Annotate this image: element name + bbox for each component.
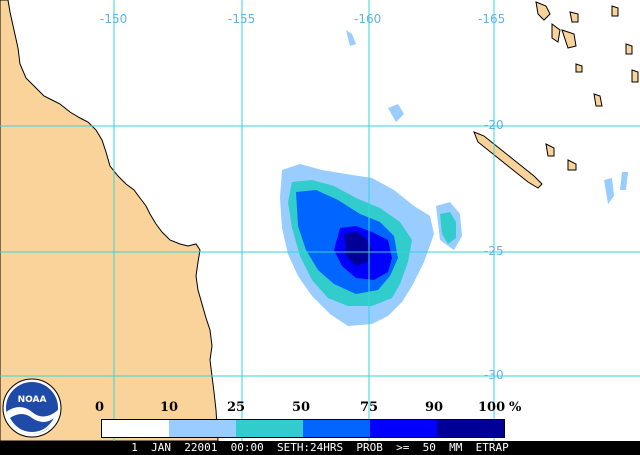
colorbar-tick-90: 90 — [425, 400, 444, 415]
colorbar-bin-10-25 — [169, 419, 236, 438]
colorbar-unit: % — [509, 400, 522, 415]
prob-90-100 — [344, 232, 372, 266]
noaa-logo: NOAA — [2, 378, 62, 438]
colorbar-tick-10: 10 — [160, 400, 179, 415]
colorbar-tick-100: 100 — [478, 400, 506, 415]
lon-label-160: -160 — [354, 12, 382, 26]
lat-label-30: -30 — [484, 368, 504, 382]
colorbar-bin-0-10 — [101, 419, 170, 438]
lat-label-20: -20 — [484, 118, 504, 132]
lon-label-165: -165 — [478, 12, 506, 26]
map-caption: 1 JAN 22001 00:00 SETH:24HRS PROB >= 50 … — [0, 441, 640, 455]
colorbar-tick-25: 25 — [227, 400, 246, 415]
probability-field — [280, 30, 628, 326]
lon-label-155: -155 — [228, 12, 256, 26]
noaa-logo-text: NOAA — [18, 395, 47, 405]
lon-label-150: -150 — [100, 12, 128, 26]
new-caledonia — [473, 131, 543, 189]
colorbar-tick-0: 0 — [95, 400, 105, 415]
colorbar-tick-75: 75 — [360, 400, 379, 415]
colorbar-bin-25-50 — [236, 419, 303, 438]
colorbar-bin-90-100 — [437, 419, 505, 438]
colorbar-tick-50: 50 — [292, 400, 311, 415]
graticule — [0, 0, 640, 441]
prob-25-50-small — [440, 212, 456, 244]
colorbar-bin-75-90 — [370, 419, 437, 438]
colorbar-bin-50-75 — [303, 419, 370, 438]
australia-coast — [0, 0, 219, 442]
lat-label-25: -25 — [484, 244, 504, 258]
vanuatu-islands — [535, 1, 639, 171]
